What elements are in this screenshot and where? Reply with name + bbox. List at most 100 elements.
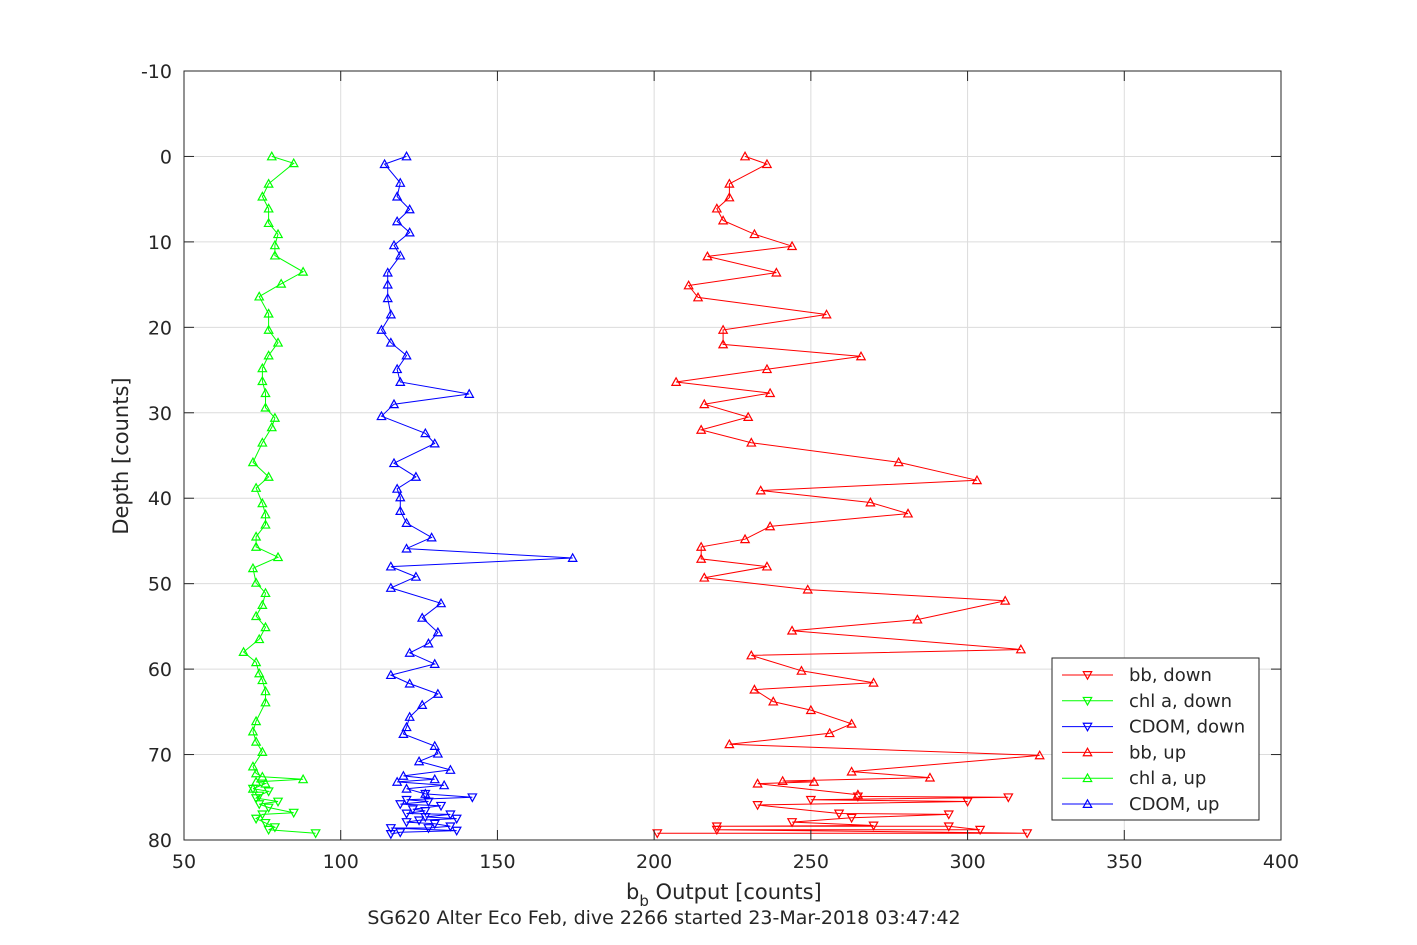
legend-label: bb, down: [1129, 665, 1212, 686]
x-tick-label: 200: [636, 851, 672, 873]
data-point: [777, 775, 788, 786]
data-point: [724, 178, 735, 188]
x-axis-label-subscript: b: [639, 892, 649, 910]
data-point: [771, 267, 782, 277]
data-point: [420, 806, 431, 817]
data-point: [423, 797, 434, 807]
data-point: [254, 791, 265, 802]
data-point: [432, 626, 444, 637]
data-point: [269, 239, 281, 250]
data-point: [786, 240, 798, 251]
data-point: [263, 825, 274, 836]
data-point: [385, 830, 397, 840]
data-point: [435, 597, 447, 608]
data-point: [761, 363, 773, 374]
data-point: [382, 267, 393, 277]
data-point: [404, 711, 415, 721]
data-point: [269, 412, 281, 422]
data-point: [451, 814, 462, 825]
data-point: [821, 309, 832, 319]
data-point: [266, 421, 277, 432]
data-point: [429, 658, 440, 668]
data-point: [893, 456, 904, 467]
data-point: [846, 813, 857, 824]
x-axis-label-rest: Output [counts]: [649, 880, 822, 904]
data-point: [260, 519, 271, 529]
data-point: [971, 474, 983, 485]
data-point: [391, 363, 403, 374]
data-point: [429, 740, 440, 750]
data-point: [786, 818, 798, 828]
data-point: [247, 761, 259, 771]
legend-swatch-marker: [1082, 671, 1093, 681]
data-point: [407, 805, 419, 815]
data-point: [257, 375, 268, 386]
data-point: [257, 497, 268, 508]
data-point: [272, 551, 284, 562]
chart-caption: SG620 Alter Eco Feb, dive 2266 started 2…: [367, 907, 960, 929]
data-point: [717, 215, 729, 225]
legend-swatch-marker: [1082, 722, 1093, 733]
y-tick-label: 60: [148, 659, 172, 681]
data-point: [717, 324, 729, 334]
data-point: [429, 773, 440, 784]
y-tick-label: -10: [141, 61, 172, 83]
legend-swatch-marker: [1082, 772, 1093, 783]
data-point: [238, 646, 249, 656]
data-point: [868, 677, 879, 687]
series-chl-a-down: [247, 784, 321, 839]
data-point: [250, 656, 262, 667]
data-point: [962, 797, 973, 807]
data-point: [999, 595, 1011, 605]
plot-frame: [183, 70, 1282, 841]
data-point: [263, 350, 274, 360]
data-point: [1015, 644, 1027, 654]
data-point: [257, 362, 268, 373]
data-point: [260, 621, 271, 632]
x-tick-label: 250: [793, 851, 829, 873]
data-point: [755, 485, 766, 495]
data-point: [391, 776, 403, 786]
data-point: [464, 388, 475, 398]
data-point: [429, 438, 440, 448]
data-point: [711, 822, 723, 832]
data-point: [272, 228, 284, 239]
data-point: [398, 728, 409, 739]
data-point: [833, 809, 845, 819]
data-point: [432, 748, 444, 758]
legend-label: CDOM, up: [1129, 794, 1219, 815]
series-line: [390, 793, 473, 835]
series-layer: [238, 151, 1045, 840]
data-point: [254, 291, 265, 301]
data-point: [974, 825, 986, 836]
data-point: [924, 772, 936, 782]
data-point: [250, 531, 262, 541]
data-point: [401, 809, 412, 819]
data-point: [388, 239, 400, 250]
data-point: [404, 203, 415, 214]
data-point: [257, 599, 268, 609]
x-tick-label: 50: [172, 851, 196, 873]
data-point: [263, 203, 274, 213]
data-point: [846, 766, 857, 776]
data-point: [711, 203, 723, 213]
data-point: [263, 787, 274, 797]
data-point: [692, 291, 704, 302]
data-point: [401, 721, 412, 732]
data-point: [257, 810, 268, 820]
data-point: [401, 350, 412, 360]
data-point: [385, 824, 397, 834]
series-bb-down: [652, 792, 1033, 839]
data-point: [467, 793, 478, 803]
data-point: [379, 158, 390, 169]
data-point: [288, 808, 299, 819]
data-point: [846, 718, 857, 728]
x-tick-label: 150: [479, 851, 515, 873]
data-point: [724, 192, 735, 202]
legend-swatch-marker: [1082, 798, 1093, 808]
y-tick-label: 80: [148, 830, 172, 852]
data-point: [683, 280, 694, 290]
data-point: [423, 638, 434, 648]
data-point: [652, 829, 663, 839]
data-point: [410, 571, 422, 581]
